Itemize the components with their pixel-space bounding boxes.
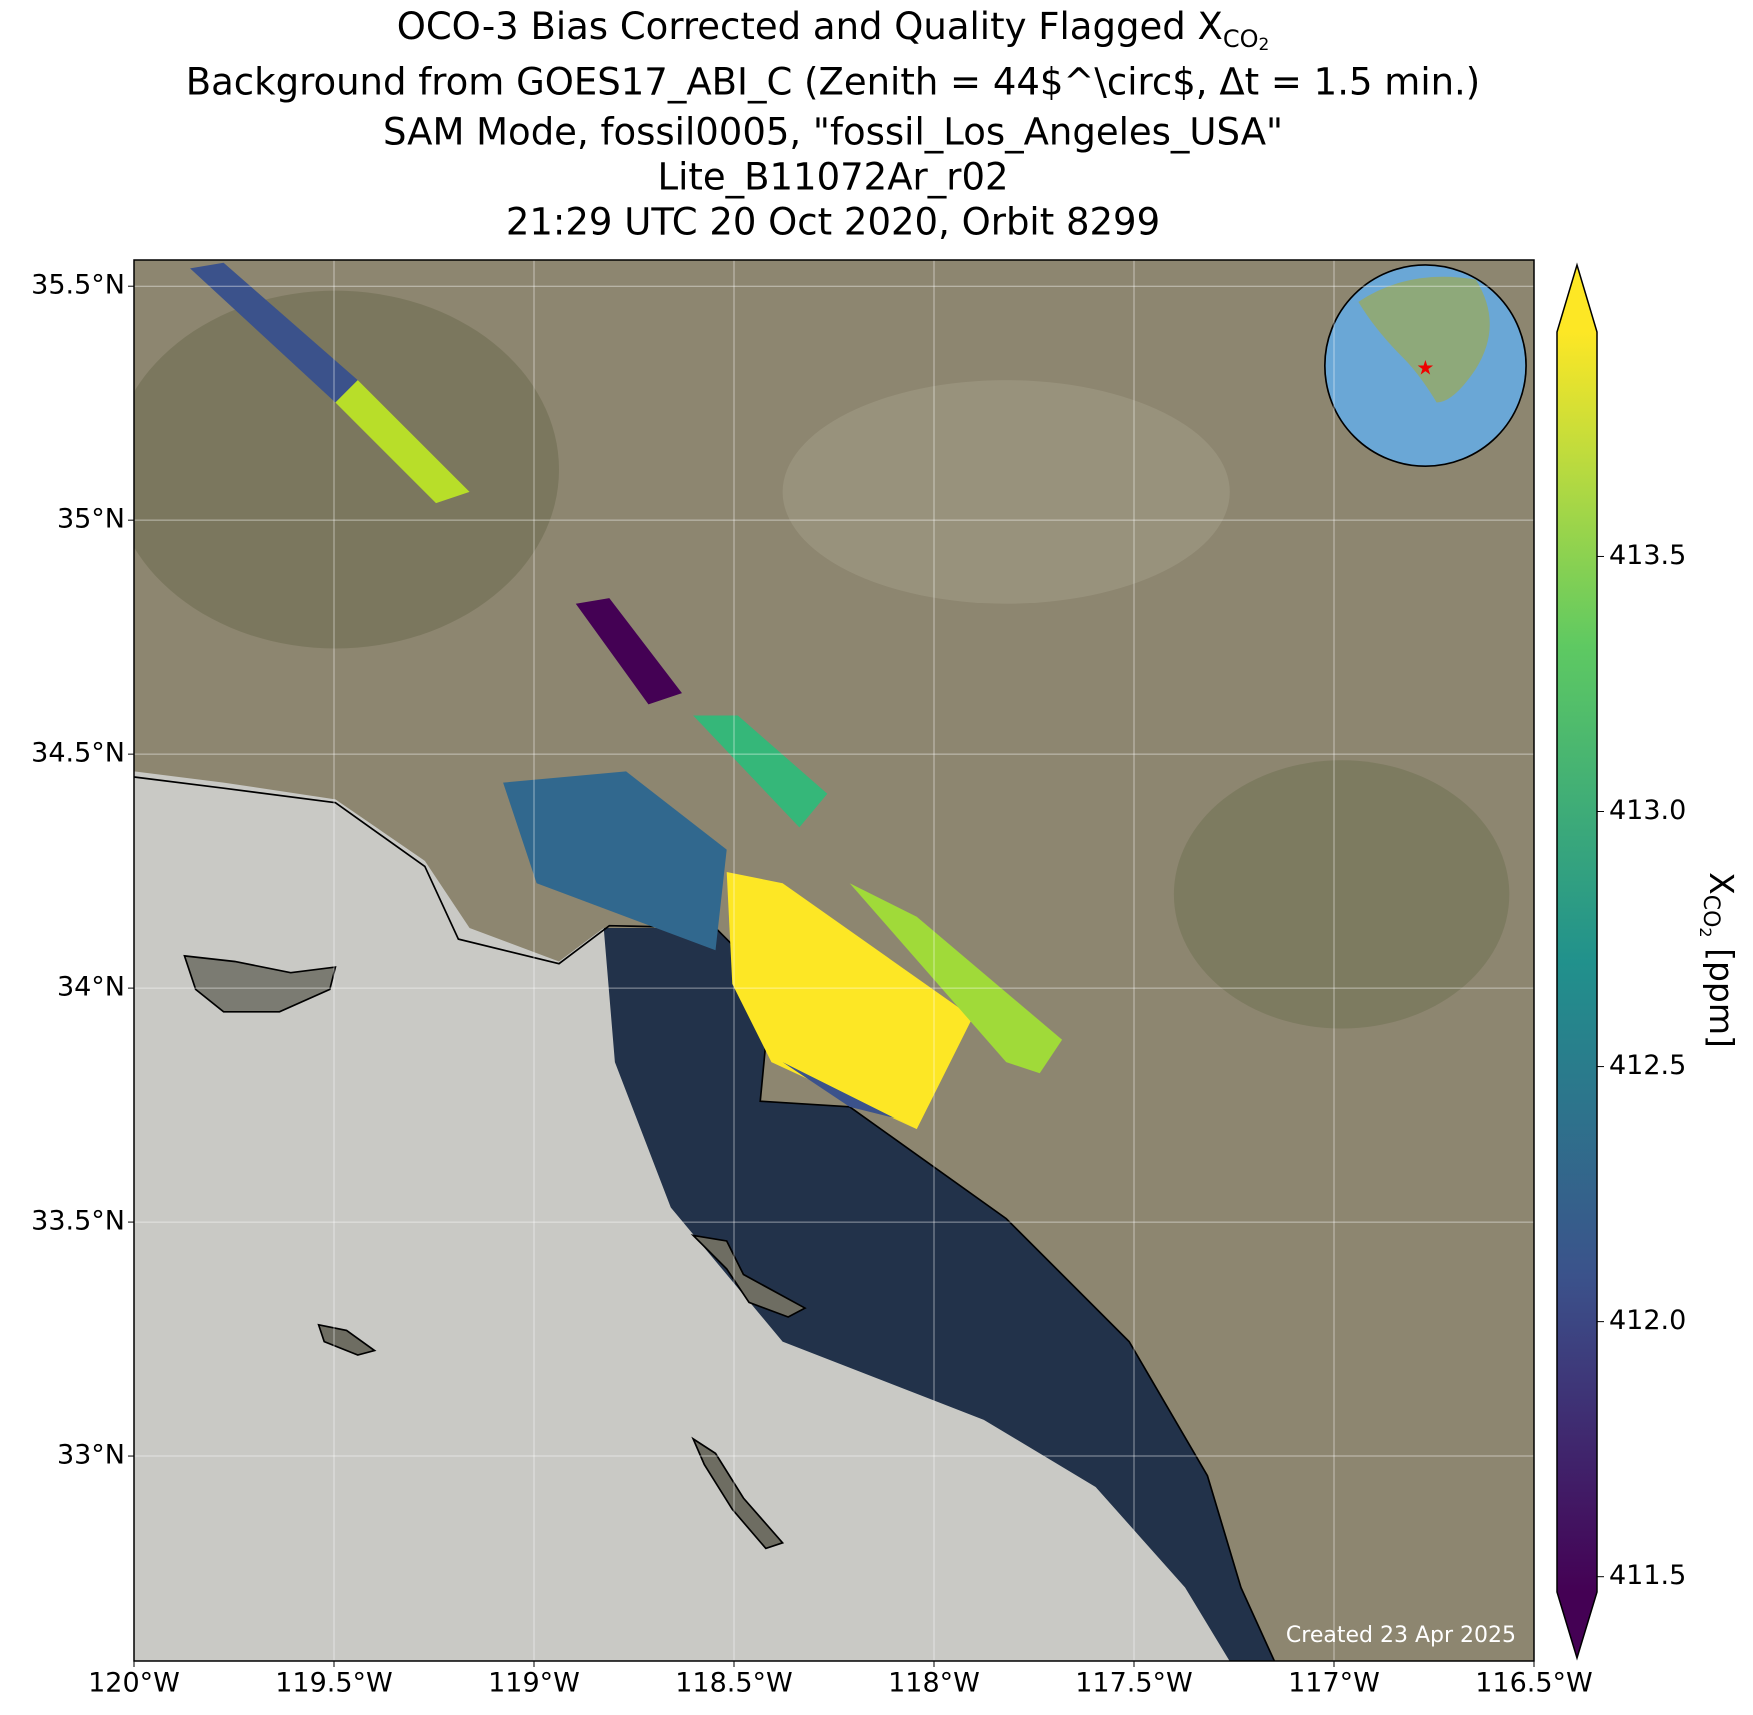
colorbar-tick-label: 412.0 [1609,1305,1686,1336]
footer: Created 23 Apr 2025 [1286,1623,1516,1648]
globe-marker: ★ [1416,355,1434,379]
title-line: Background from GOES17_ABI_C (Zenith = 4… [186,61,1481,104]
swath-pixels [503,771,727,951]
colorbar-tick-label: 411.5 [1609,1560,1686,1591]
mountains [1173,760,1510,1029]
colorbar-extend-top [1557,265,1597,332]
colorbar-label: XCO2 [ppm] [1697,872,1742,1048]
title-subsub: 2 [1258,35,1269,55]
title-line: 21:29 UTC 20 Oct 2020, Orbit 8299 [506,201,1160,244]
swath-pixels [335,380,470,504]
y-tick-label: 34°N [57,972,125,1003]
y-tick-label: 35°N [57,504,125,535]
mountains [134,290,559,649]
x-tick-label: 118°W [888,1668,980,1699]
title-line: SAM Mode, fossil0005, "fossil_Los_Angele… [383,111,1283,154]
colorbar: 411.5 412.0 412.5 413.0 413.5 [1556,262,1686,1661]
y-tick-label: 35.5°N [31,270,125,301]
globe-land [1358,276,1490,403]
island [690,1234,807,1318]
colorbar-tick-label: 413.5 [1609,540,1686,571]
colorbar-tick-label: 412.5 [1609,1050,1686,1081]
clouds [134,771,1230,1661]
x-tick-label: 117°W [1288,1668,1380,1699]
swath-pixels [575,598,682,705]
island [317,1323,377,1356]
x-tick-label: 120°W [88,1668,180,1699]
swath-pixels [849,883,1063,1074]
swath-pixels [190,262,358,403]
cb-label-unit: [ppm] [1703,938,1742,1048]
title-line: Lite_B11072Ar_r02 [657,156,1008,199]
map-frame [133,259,1535,1662]
cb-label-text: X [1703,872,1742,895]
swath-pixels [782,1062,917,1130]
colorbar-extend-bottom [1557,1592,1597,1658]
colorbar-body [1557,332,1597,1592]
y-tick-label: 33.5°N [31,1206,125,1237]
grid [134,260,1534,1661]
x-tick-label: 119°W [488,1668,580,1699]
y-tick-label: 34.5°N [31,738,125,769]
x-tick-label: 117.5°W [1075,1668,1193,1699]
x-tick-label: 116.5°W [1475,1668,1593,1699]
colorbar-outline [1556,262,1598,1661]
cb-label-sub: CO [1698,895,1723,928]
colorbar-tick-label: 413.0 [1609,795,1686,826]
y-tick-label: 33°N [57,1440,125,1471]
map-background: ★ [134,260,1534,1661]
x-tick-label: 119.5°W [275,1668,393,1699]
cb-label-subsub: 2 [1697,927,1716,937]
title-line: OCO-3 Bias Corrected and Quality Flagged… [397,5,1270,56]
title-sub: CO [1223,25,1259,53]
title-text: OCO-3 Bias Corrected and Quality Flagged… [397,5,1223,48]
x-tick-label: 118.5°W [675,1668,793,1699]
island [183,954,337,1013]
island [691,1436,785,1550]
swath-pixels [693,715,828,828]
desert [782,380,1230,604]
